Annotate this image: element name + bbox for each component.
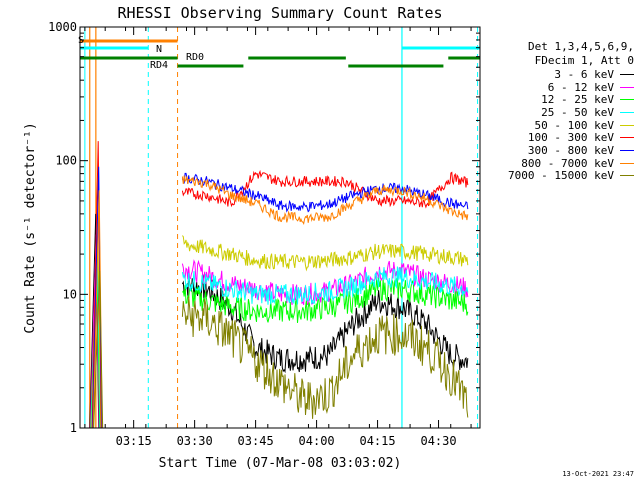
legend-entry-label: 3 - 6 keV (554, 67, 614, 81)
legend-swatch (620, 111, 634, 113)
flag-label-s: S (78, 35, 84, 46)
legend-swatch (620, 73, 634, 75)
legend-entry-5: 50 - 100 keV (484, 119, 634, 132)
legend-entry-label: 100 - 300 keV (527, 131, 614, 145)
flag-label-rd0: RD0 (186, 52, 204, 63)
flag-label-n: N (156, 44, 162, 55)
legend-entry-label: 50 - 100 keV (534, 118, 614, 132)
legend-entry-1: 3 - 6 keV (484, 68, 634, 81)
legend-entry-label: 25 - 50 keV (541, 105, 614, 119)
legend-entry-6: 100 - 300 keV (484, 131, 634, 144)
y-tick-label-1: 1 (70, 421, 77, 435)
y-axis-label: Count Rate (s⁻¹ detector⁻¹) (23, 122, 38, 333)
x-tick-label-4: 04:00 (299, 434, 335, 448)
series-line-1 (181, 274, 469, 374)
legend-header-line-1: Det 1,3,4,5,6,9, (528, 40, 634, 53)
legend-entry-8: 800 - 7000 keV (484, 157, 634, 170)
legend-entry-label: 300 - 800 keV (527, 143, 614, 157)
legend-header-line-2: FDecim 1, Att 0 (534, 54, 634, 67)
plot-frame (79, 26, 481, 429)
legend-entry-7: 300 - 800 keV (484, 144, 634, 157)
legend-entry-label: 6 - 12 keV (547, 80, 614, 94)
x-tick-label-3: 03:45 (238, 434, 274, 448)
legend-swatch (620, 86, 634, 88)
chart-title: RHESSI Observing Summary Count Rates (117, 4, 442, 22)
legend-swatch (620, 162, 634, 164)
x-tick-label-2: 03:30 (177, 434, 213, 448)
legend-swatch (620, 175, 634, 177)
legend-entry-9: 7000 - 15000 keV (484, 169, 634, 183)
series-line-9 (181, 296, 469, 419)
axes-layer: 1 10 100 1000 03:15 03:30 03:45 04:00 04:15 04:30 (48, 20, 480, 448)
legend-entry-label: 800 - 7000 keV (521, 156, 614, 170)
legend-entry-label: 7000 - 15000 keV (508, 169, 614, 183)
svg-text:Count Rate (s⁻¹ detector⁻¹): Count Rate (s⁻¹ detector⁻¹) (23, 122, 38, 333)
x-tick-label-5: 04:15 (359, 434, 395, 448)
legend-swatch (620, 149, 634, 151)
legend-entry-label: 12 - 25 keV (541, 93, 614, 107)
y-tick-label-4: 1000 (48, 20, 77, 34)
series-line-5 (182, 235, 469, 272)
series-line-4 (181, 266, 469, 305)
series-line-7 (181, 172, 469, 213)
y-tick-label-2: 10 (63, 287, 77, 301)
legend-entry-2: 6 - 12 keV (484, 81, 634, 94)
x-axis-label: Start Time (07-Mar-08 03:03:02) (159, 456, 402, 471)
y-tick-label-3: 100 (55, 154, 77, 168)
plot-layer: S N RD0 RD4 (78, 27, 480, 429)
x-tick-label-6: 04:30 (420, 434, 456, 448)
series-line-3 (181, 276, 469, 323)
x-tick-label-1: 03:15 (116, 434, 152, 448)
legend-swatch (620, 99, 634, 101)
flag-label-rd4: RD4 (150, 60, 168, 71)
series-line-6 (181, 169, 469, 209)
generation-timestamp: 13-Oct-2021 23:47 (562, 470, 634, 478)
legend-entry-3: 12 - 25 keV (484, 93, 634, 106)
series-spike-9 (93, 270, 104, 429)
legend-swatch (620, 124, 634, 126)
series-line-8 (181, 175, 469, 226)
legend-entry-4: 25 - 50 keV (484, 106, 634, 119)
legend-swatch (620, 137, 634, 139)
legend: Det 1,3,4,5,6,9, FDecim 1, Att 0 3 - 6 k… (484, 40, 634, 182)
